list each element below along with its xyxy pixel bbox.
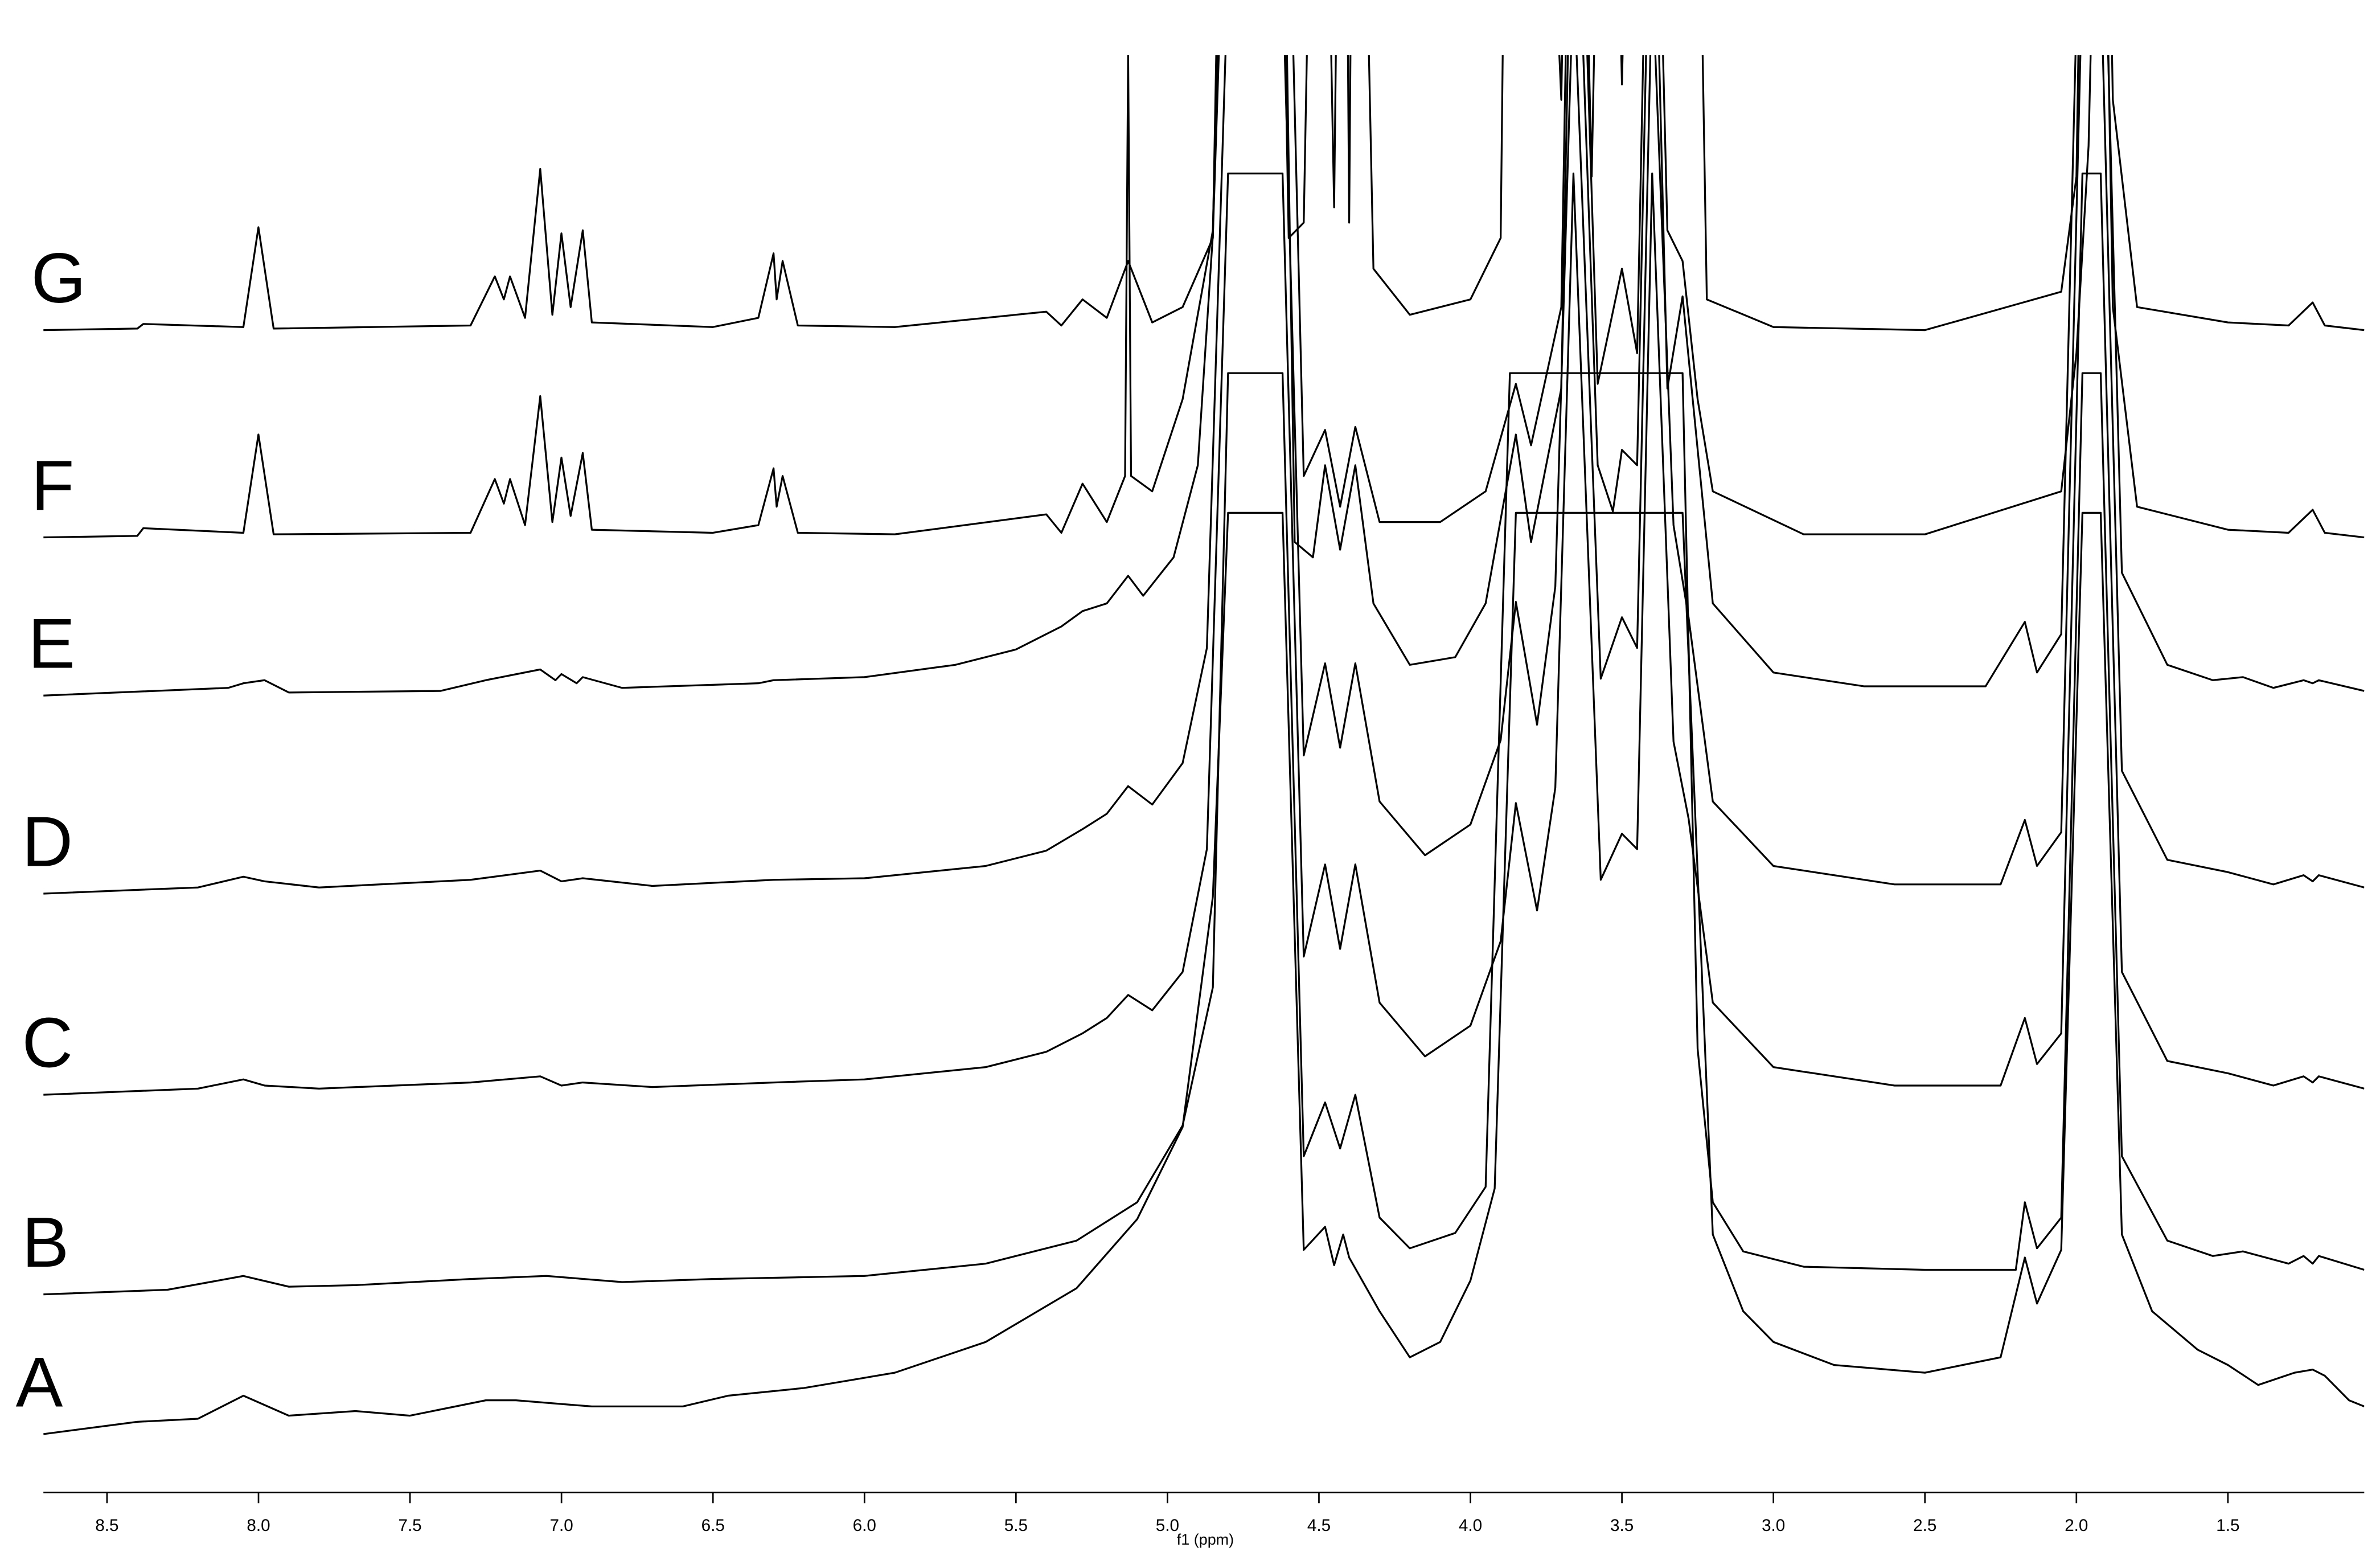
x-axis-label: f1 (ppm) xyxy=(1177,1531,1234,1548)
series-label: D xyxy=(22,802,73,881)
spectrum-line xyxy=(43,372,2365,1296)
spectrum-line xyxy=(43,55,2365,539)
x-tick-label: 1.5 xyxy=(2216,1516,2239,1535)
x-tick-label: 2.0 xyxy=(2065,1516,2088,1535)
x-tick-label: 5.5 xyxy=(1004,1516,1028,1535)
series-label: E xyxy=(28,605,75,683)
spectrum-line xyxy=(43,55,2365,895)
x-tick-label: 7.5 xyxy=(398,1516,421,1535)
x-tick-label: 5.0 xyxy=(1156,1516,1179,1535)
series-label: G xyxy=(31,239,86,318)
spectrum-line xyxy=(43,173,2365,1096)
spectrum-line xyxy=(43,55,2365,697)
x-tick-label: 6.0 xyxy=(853,1516,876,1535)
x-tick-label: 7.0 xyxy=(550,1516,573,1535)
series-label: A xyxy=(16,1343,63,1422)
x-tick-label: 3.5 xyxy=(1610,1516,1634,1535)
x-tick-label: 4.5 xyxy=(1307,1516,1331,1535)
series-label: B xyxy=(22,1203,69,1282)
spectra xyxy=(43,55,2365,1435)
x-tick-label: 2.5 xyxy=(1913,1516,1936,1535)
x-tick-label: 4.0 xyxy=(1459,1516,1482,1535)
spectrum-line xyxy=(43,511,2365,1435)
x-tick-label: 3.0 xyxy=(1762,1516,1785,1535)
spectrum-line xyxy=(43,55,2365,331)
series-label: C xyxy=(22,1004,73,1083)
x-tick-label: 8.0 xyxy=(247,1516,270,1535)
x-tick-label: 8.5 xyxy=(95,1516,118,1535)
series-label: F xyxy=(31,447,75,525)
x-tick-label: 6.5 xyxy=(701,1516,725,1535)
